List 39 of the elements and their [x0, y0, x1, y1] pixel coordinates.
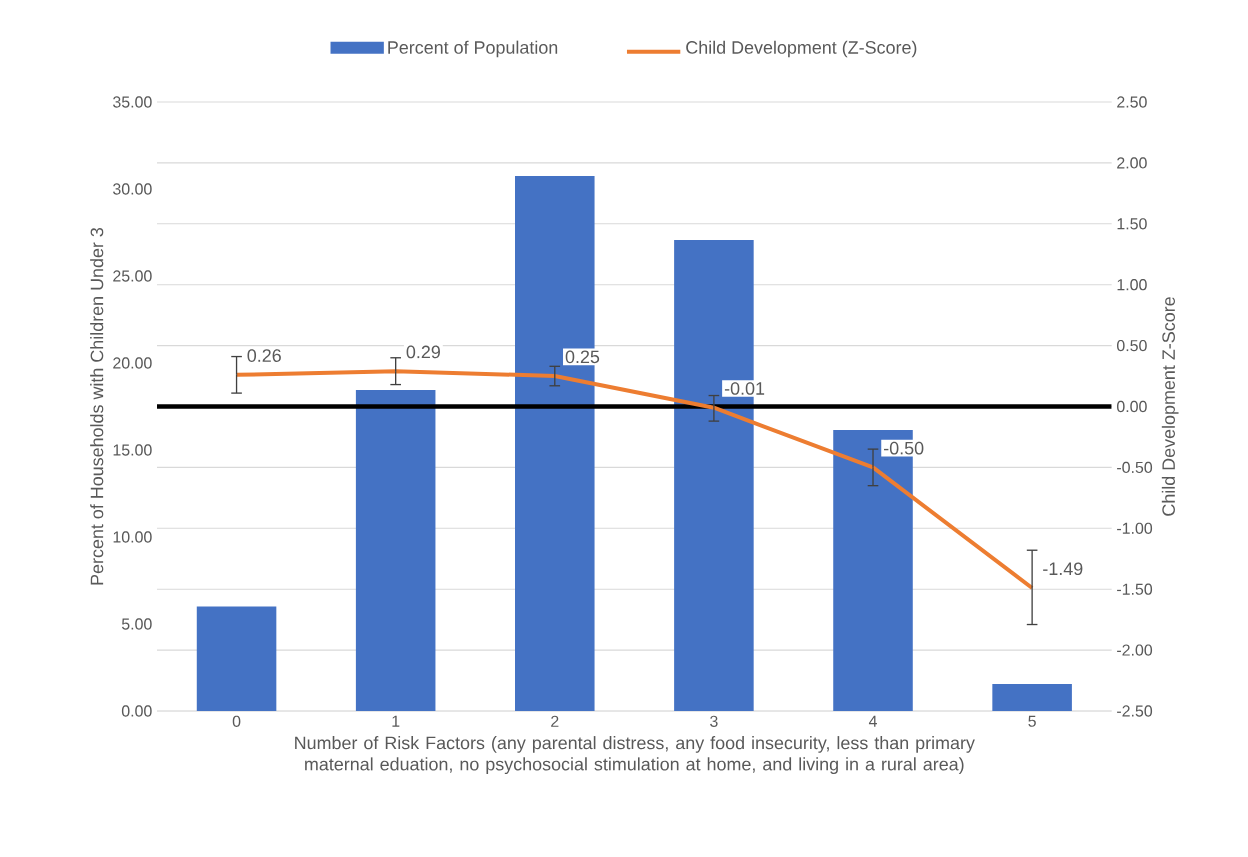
- x-tick-label: 1: [392, 715, 400, 727]
- y-tick-label: 35.00: [113, 96, 152, 108]
- y2-tick-label: -2.00: [1117, 644, 1153, 656]
- y2-tick-label: 2.00: [1117, 157, 1147, 169]
- y-tick-label: 15.00: [113, 444, 152, 456]
- bar: [196, 606, 277, 711]
- y2-tick-label: 0.50: [1116, 339, 1147, 352]
- legend-label: Percent of Population: [388, 40, 558, 58]
- y2-tick-label: -1.50: [1117, 583, 1153, 595]
- y2-tick-label: -0.50: [1117, 461, 1153, 474]
- y-tick-label: 25.00: [113, 270, 152, 282]
- y2-tick-label: 0.00: [1116, 400, 1147, 413]
- y-tick-label: 5.00: [121, 618, 152, 630]
- x-tick-label: 4: [868, 715, 877, 727]
- y-tick-label: 30.00: [113, 183, 152, 195]
- y-axis-title: Percent of Households with Children Under 3: [90, 227, 104, 585]
- x-tick-label: 3: [710, 715, 718, 727]
- x-axis-title: Number of Risk Factors (any parental distress, any food insecurity, less than primary maternal eduation, no psychosocial stimulation at home, and living in a rural area): [295, 736, 975, 775]
- y2-tick-label: 1.00: [1117, 279, 1147, 291]
- data-label: 0.29: [406, 345, 440, 359]
- y-tick-label: 10.00: [113, 531, 152, 543]
- y-tick-label: 20.00: [113, 357, 152, 369]
- bar: [355, 389, 436, 711]
- x-tick-label: 5: [1028, 715, 1036, 727]
- y-tick-label: 0.00: [121, 705, 152, 717]
- y2-axis-title: Child Development Z-Score: [1161, 297, 1179, 516]
- data-label: -0.50: [884, 441, 924, 455]
- x-tick-label: 2: [551, 715, 559, 727]
- legend-label: Child Development (Z-Score): [686, 40, 917, 58]
- data-label: 0.26: [247, 349, 281, 362]
- y2-tick-label: 2.50: [1117, 96, 1147, 108]
- bar: [992, 684, 1072, 711]
- data-label: 0.25: [565, 350, 600, 364]
- data-label: -0.01: [724, 382, 765, 395]
- x-tick-label: 0: [232, 715, 241, 727]
- y2-tick-label: -1.00: [1117, 522, 1153, 534]
- y2-tick-label: 1.50: [1117, 218, 1147, 230]
- y2-tick-label: -2.50: [1117, 705, 1153, 717]
- data-label: -1.49: [1043, 562, 1083, 576]
